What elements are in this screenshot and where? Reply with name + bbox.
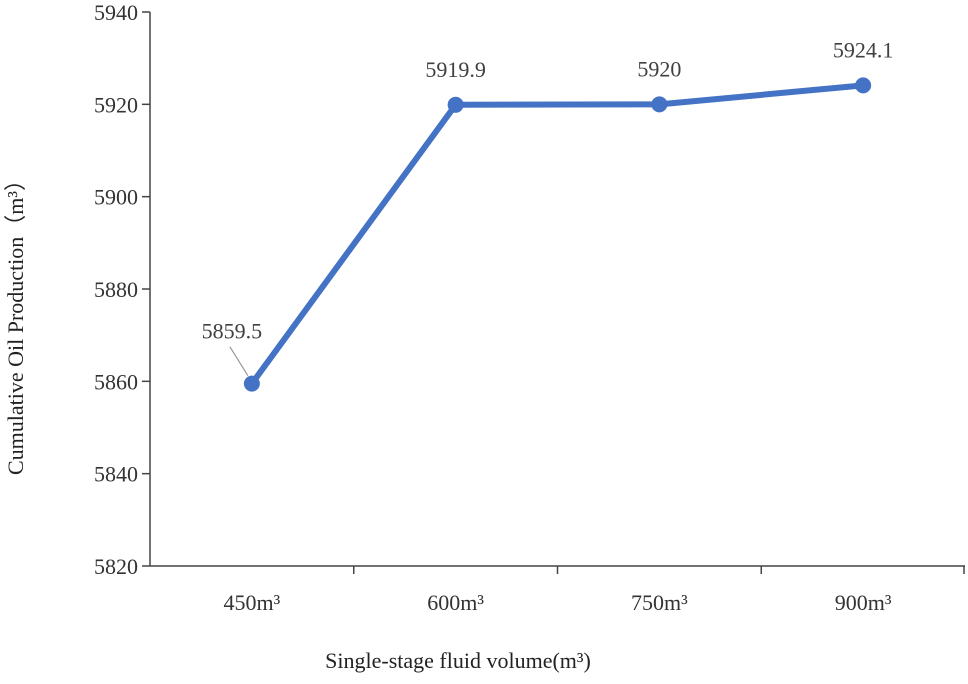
- axes: [142, 11, 965, 574]
- y-tick-label: 5860: [94, 369, 138, 394]
- x-axis-title: Single-stage fluid volume(m³): [325, 648, 591, 673]
- y-axis-title: Cumulative Oil Production（m³）: [3, 169, 28, 475]
- series-line: [243, 77, 872, 392]
- y-tick-label: 5940: [94, 0, 138, 25]
- data-point: [651, 96, 668, 113]
- x-tick-label: 450m³: [224, 590, 281, 615]
- data-label: 5919.9: [425, 57, 486, 82]
- data-point: [243, 375, 260, 392]
- y-tick-label: 5840: [94, 462, 138, 487]
- y-tick-labels: 5820 5840 5860 5880 5900 5920 5940: [94, 0, 138, 579]
- x-tick-label: 600m³: [427, 590, 484, 615]
- data-label: 5920: [637, 56, 681, 81]
- data-label: 5924.1: [833, 37, 894, 62]
- data-labels: 5859.5 5919.9 5920 5924.1: [202, 37, 894, 376]
- series-polyline: [248, 82, 867, 387]
- data-point: [447, 96, 464, 113]
- data-point: [855, 77, 872, 94]
- y-tick-label: 5920: [94, 92, 138, 117]
- y-tick-label: 5900: [94, 185, 138, 210]
- x-tick-label: 750m³: [631, 590, 688, 615]
- data-label: 5859.5: [202, 319, 263, 344]
- y-tick-label: 5820: [94, 554, 138, 579]
- x-tick-label: 900m³: [835, 590, 892, 615]
- data-label-leader: [229, 346, 249, 376]
- x-tick-labels: 450m³ 600m³ 750m³ 900m³: [224, 590, 892, 615]
- y-tick-label: 5880: [94, 277, 138, 302]
